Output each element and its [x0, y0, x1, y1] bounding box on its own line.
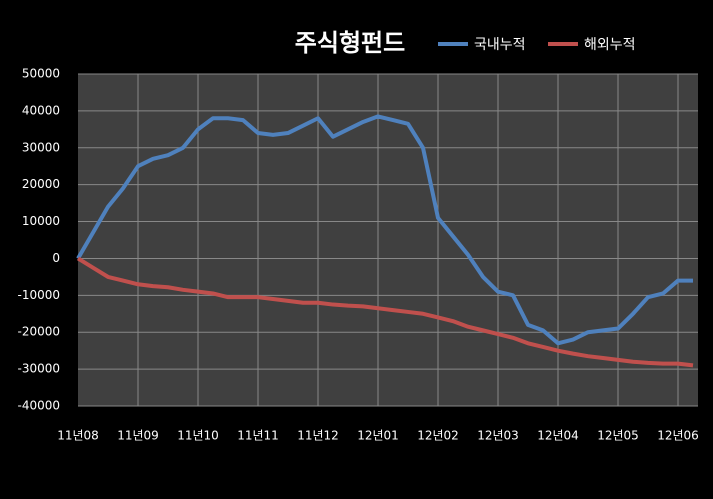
y-tick-label: -30000 — [17, 362, 60, 376]
x-tick-label: 12년04 — [537, 429, 579, 443]
legend-label: 국내누적 — [474, 37, 526, 53]
x-tick-label: 12년03 — [477, 429, 519, 443]
y-tick-label: 10000 — [22, 214, 60, 228]
x-tick-label: 11년08 — [57, 429, 99, 443]
plot-area — [78, 74, 698, 406]
y-tick-label: 40000 — [22, 103, 60, 117]
x-tick-label: 12년05 — [597, 429, 639, 443]
series-line — [76, 256, 694, 368]
y-tick-label: 0 — [52, 251, 60, 265]
y-tick-label: -20000 — [17, 325, 60, 339]
y-tick-label: -10000 — [17, 288, 60, 302]
legend-label: 해외누적 — [584, 37, 636, 53]
x-tick-label: 11년10 — [177, 429, 219, 443]
y-tick-label: -40000 — [17, 399, 60, 413]
x-tick-label: 11년09 — [117, 429, 159, 443]
chart-title: 주식형펀드 — [295, 29, 405, 57]
x-tick-label: 12년01 — [357, 429, 399, 443]
y-tick-label: 50000 — [22, 67, 60, 81]
y-tick-label: 20000 — [22, 177, 60, 191]
x-tick-label: 11년12 — [297, 429, 339, 443]
x-tick-label: 11년11 — [237, 429, 279, 443]
x-tick-label: 12년06 — [657, 429, 699, 443]
y-tick-label: 30000 — [22, 140, 60, 154]
x-tick-label: 12년02 — [417, 429, 459, 443]
series-line — [76, 114, 693, 346]
